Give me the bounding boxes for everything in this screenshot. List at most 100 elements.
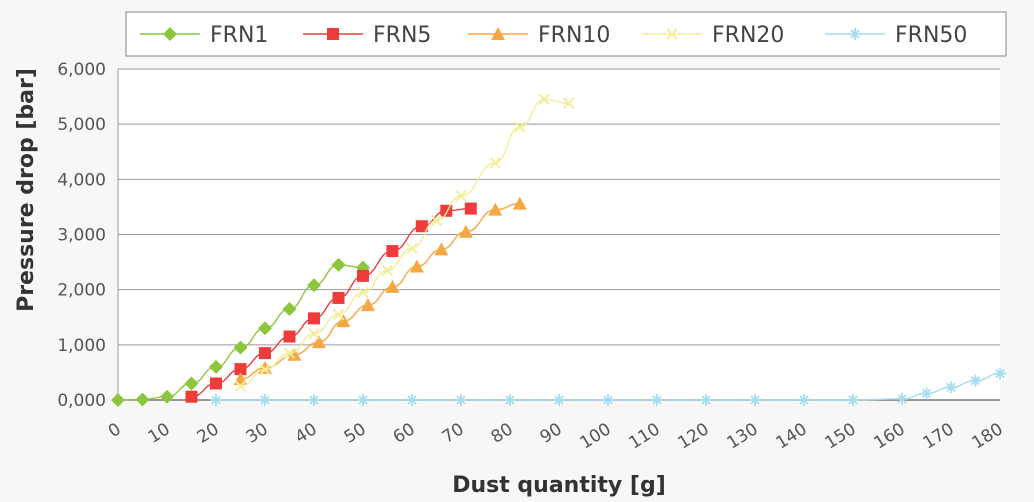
series-frn5 xyxy=(185,202,477,403)
data-point xyxy=(700,394,712,406)
data-point xyxy=(945,381,957,394)
data-point xyxy=(332,308,345,321)
data-point xyxy=(259,363,271,376)
data-point xyxy=(514,121,526,133)
data-point xyxy=(111,393,125,407)
legend-item: FRN5 xyxy=(303,23,431,48)
data-point xyxy=(233,340,248,355)
data-point xyxy=(512,196,527,210)
data-point xyxy=(488,202,503,216)
data-point xyxy=(666,28,678,40)
data-point xyxy=(440,204,453,217)
data-point xyxy=(283,347,296,359)
y-tick-label: 6,000 xyxy=(57,60,106,80)
y-tick-label: 0,000 xyxy=(57,391,106,411)
x-tick-label: 150 xyxy=(822,419,860,453)
data-point xyxy=(385,279,400,293)
legend-item: FRN50 xyxy=(825,23,967,48)
x-tick-label: 160 xyxy=(871,419,909,453)
legend-label: FRN10 xyxy=(538,23,610,48)
data-point xyxy=(357,286,369,299)
data-point xyxy=(234,380,247,392)
data-point xyxy=(969,374,982,387)
legend-item: FRN10 xyxy=(468,23,610,48)
data-point xyxy=(357,269,369,282)
data-point xyxy=(331,257,346,272)
data-point xyxy=(651,394,663,406)
data-point xyxy=(489,157,502,169)
y-tick-label: 2,000 xyxy=(57,281,106,301)
x-tick-label: 60 xyxy=(390,419,419,447)
data-point xyxy=(308,394,320,406)
data-point xyxy=(357,394,369,406)
x-tick-label: 170 xyxy=(920,419,958,453)
data-point xyxy=(504,394,516,406)
y-tick-label: 4,000 xyxy=(57,170,106,190)
legend-label: FRN1 xyxy=(210,23,268,48)
data-point xyxy=(386,245,399,258)
data-point xyxy=(327,28,339,40)
data-point xyxy=(563,97,575,109)
series-frn50 xyxy=(210,367,1006,406)
data-point xyxy=(849,28,861,40)
legend-item: FRN1 xyxy=(140,23,268,48)
data-point xyxy=(920,387,933,400)
data-point xyxy=(434,242,449,256)
x-tick-label: 0 xyxy=(105,419,125,442)
data-point xyxy=(259,347,271,360)
data-point xyxy=(491,27,505,40)
data-point xyxy=(464,202,477,215)
x-tick-label: 140 xyxy=(773,419,811,453)
data-point xyxy=(553,394,565,406)
data-point xyxy=(185,390,198,403)
data-point xyxy=(184,376,199,391)
data-point xyxy=(458,224,473,238)
x-tick-label: 180 xyxy=(969,419,1007,453)
x-tick-label: 110 xyxy=(626,419,664,453)
x-tick-label: 90 xyxy=(537,419,566,447)
data-point xyxy=(308,328,320,340)
x-tick-label: 40 xyxy=(292,419,321,447)
data-point xyxy=(415,220,428,233)
data-point xyxy=(430,215,443,227)
x-tick-label: 10 xyxy=(145,419,174,447)
gridlines xyxy=(117,68,1000,401)
y-tick-label: 1,000 xyxy=(57,336,106,356)
data-point xyxy=(406,394,418,406)
data-point xyxy=(210,394,222,406)
data-point xyxy=(163,27,177,41)
x-tick-label: 120 xyxy=(675,419,713,453)
data-point xyxy=(210,377,222,390)
data-point xyxy=(135,392,150,407)
y-axis-ticks: 0,000 1,000 2,000 3,000 4,000 5,000 6,000 xyxy=(57,60,106,411)
data-point xyxy=(381,264,394,277)
data-point xyxy=(282,301,297,316)
x-tick-label: 30 xyxy=(243,419,272,447)
series-frn1 xyxy=(111,257,370,407)
x-axis-ticks: 0 10 20 30 40 50 60 70 80 90 100 110 120 130 140 150 160… xyxy=(105,419,1007,453)
legend-label: FRN20 xyxy=(712,23,784,48)
x-tick-label: 100 xyxy=(577,419,615,453)
x-axis-title: Dust quantity [g] xyxy=(452,473,666,498)
x-tick-label: 130 xyxy=(724,419,762,453)
x-tick-label: 70 xyxy=(439,419,468,447)
data-point xyxy=(258,321,272,336)
data-point xyxy=(896,392,908,405)
data-point xyxy=(283,330,296,343)
x-tick-label: 20 xyxy=(194,419,223,447)
y-tick-label: 3,000 xyxy=(57,226,106,246)
data-point xyxy=(307,278,321,293)
data-point xyxy=(287,347,302,361)
data-point xyxy=(847,394,859,406)
data-point xyxy=(308,312,320,325)
x-tick-label: 80 xyxy=(488,419,517,447)
data-point xyxy=(160,389,174,404)
legend: FRN1 FRN5 FRN10 FRN20 FRN50 xyxy=(125,11,1007,57)
legend-label: FRN5 xyxy=(373,23,431,48)
data-point xyxy=(406,242,418,254)
data-point xyxy=(455,394,467,406)
series-group xyxy=(111,93,1006,407)
data-point xyxy=(455,190,467,202)
data-point xyxy=(209,359,223,374)
